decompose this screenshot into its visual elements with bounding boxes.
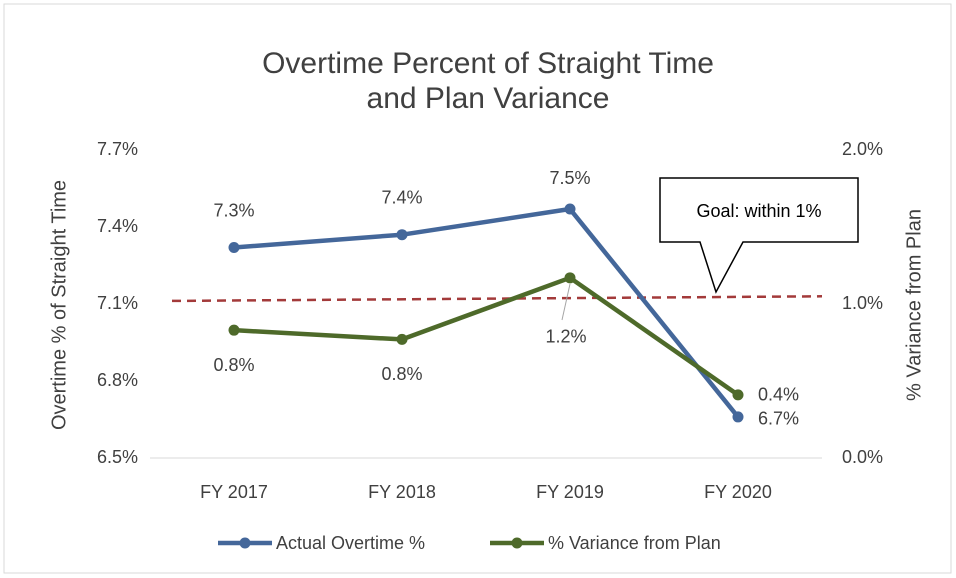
y2-tick-label: 1.0% bbox=[842, 293, 883, 313]
point bbox=[732, 411, 744, 423]
point bbox=[732, 389, 744, 401]
point bbox=[396, 333, 408, 345]
x-tick-label: FY 2019 bbox=[536, 482, 604, 502]
data-label: 7.3% bbox=[213, 200, 254, 220]
annotation: Goal: within 1% bbox=[696, 201, 821, 221]
y-axis-title: Overtime % of Straight Time bbox=[48, 180, 70, 430]
y-tick-label: 6.5% bbox=[97, 447, 138, 467]
y-tick-label: 7.4% bbox=[97, 216, 138, 236]
data-label: 7.5% bbox=[549, 168, 590, 188]
series-line bbox=[233, 206, 740, 419]
legend-swatch bbox=[511, 537, 523, 549]
data-label: 1.2% bbox=[545, 327, 586, 347]
y-tick-label: 6.8% bbox=[97, 370, 138, 390]
callout bbox=[659, 177, 859, 294]
data-label: 7.4% bbox=[381, 187, 422, 207]
leader-line bbox=[561, 283, 571, 321]
point bbox=[396, 229, 408, 241]
data-label: 0.4% bbox=[758, 385, 799, 405]
y-tick-label: 7.1% bbox=[97, 293, 138, 313]
x-tick-label: FY 2017 bbox=[200, 482, 268, 502]
legend-swatch bbox=[239, 537, 251, 549]
point bbox=[228, 242, 240, 254]
y2-tick-label: 0.0% bbox=[842, 447, 883, 467]
y-tick-label: 7.7% bbox=[97, 139, 138, 159]
data-label: 0.8% bbox=[213, 355, 254, 375]
goal-line bbox=[171, 295, 823, 303]
y2-axis-title: % Variance from Plan bbox=[903, 209, 925, 401]
data-label: 0.8% bbox=[381, 364, 422, 384]
y2-tick-label: 2.0% bbox=[842, 139, 883, 159]
chart-title: and Plan Variance bbox=[367, 82, 610, 115]
series-line bbox=[233, 275, 740, 397]
point bbox=[564, 203, 576, 215]
legend-label: Actual Overtime % bbox=[276, 533, 425, 553]
x-tick-label: FY 2020 bbox=[704, 482, 772, 502]
data-label: 6.7% bbox=[758, 409, 799, 429]
point bbox=[228, 324, 240, 336]
point bbox=[564, 272, 576, 284]
chart-border bbox=[3, 3, 952, 574]
x-tick-label: FY 2018 bbox=[368, 482, 436, 502]
chart-title: Overtime Percent of Straight Time bbox=[262, 47, 714, 80]
legend-label: % Variance from Plan bbox=[548, 533, 721, 553]
